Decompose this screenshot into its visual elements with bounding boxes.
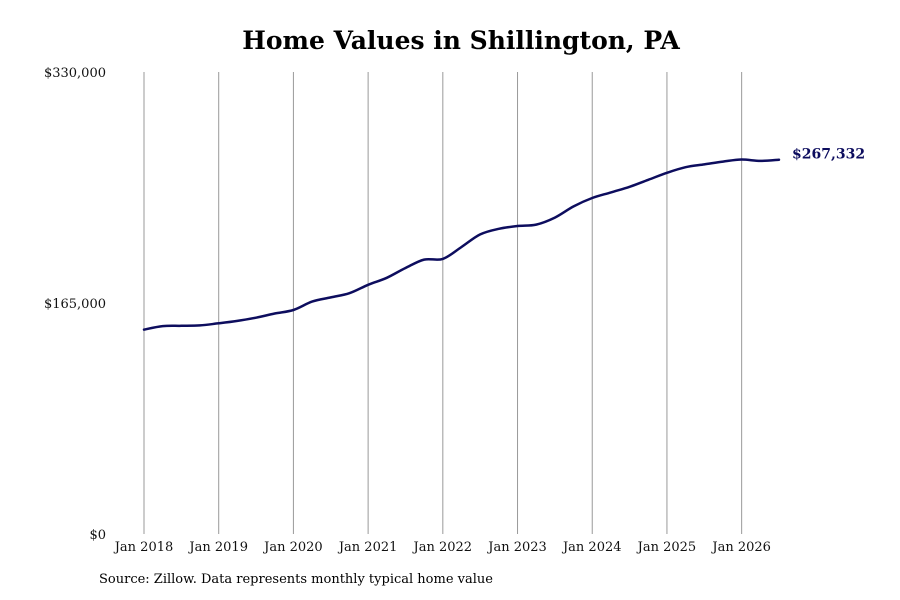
x-tick-label-7: Jan 2025 bbox=[636, 540, 697, 555]
grid-lines bbox=[143, 72, 743, 534]
x-tick-label-3: Jan 2021 bbox=[337, 540, 398, 555]
source-note: Source: Zillow. Data represents monthly … bbox=[99, 572, 493, 587]
series-layer: $267,332 bbox=[142, 147, 865, 331]
x-tick-label-1: Jan 2019 bbox=[187, 540, 248, 555]
chart-title: Home Values in Shillington, PA bbox=[242, 26, 680, 55]
x-tick-label-5: Jan 2023 bbox=[486, 540, 547, 555]
x-tick-label-6: Jan 2024 bbox=[561, 540, 622, 555]
series-line-0 bbox=[142, 158, 781, 331]
y-tick-label-0: $0 bbox=[89, 528, 106, 543]
y-tick-label-1: $165,000 bbox=[44, 297, 106, 312]
x-axis-ticks: Jan 2018 Jan 2019 Jan 2020 Jan 2021 Jan 2022… bbox=[113, 540, 771, 555]
x-tick-label-2: Jan 2020 bbox=[262, 540, 323, 555]
y-tick-label-2: $330,000 bbox=[44, 66, 106, 81]
x-tick-label-8: Jan 2026 bbox=[710, 540, 771, 555]
end-value-label: $267,332 bbox=[792, 147, 865, 163]
x-tick-label-4: Jan 2022 bbox=[412, 540, 473, 555]
y-axis-ticks: $0 $165,000 $330,000 bbox=[44, 66, 106, 543]
x-tick-label-0: Jan 2018 bbox=[113, 540, 174, 555]
